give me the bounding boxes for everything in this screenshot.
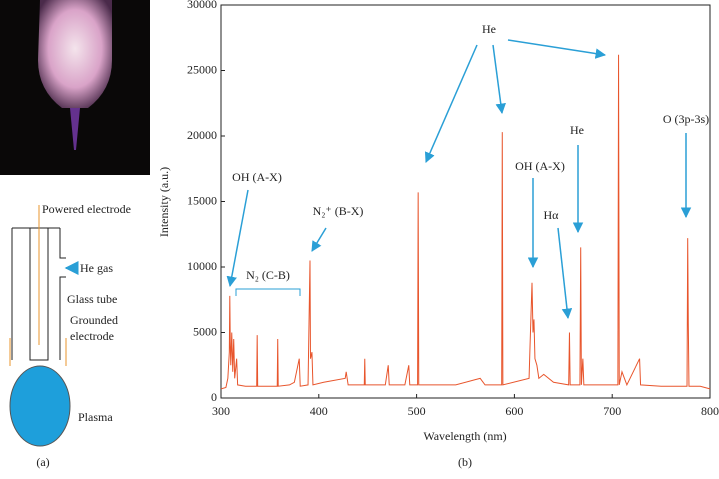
- schematic: [9, 205, 79, 447]
- schematic-label: Plasma: [78, 410, 113, 424]
- annotation: OH (A-X): [515, 159, 565, 173]
- annotation-arrow: [424, 44, 478, 163]
- panel-label: (b): [458, 455, 472, 469]
- schematic-label: Powered electrode: [42, 202, 131, 216]
- panel-label: (a): [36, 455, 49, 469]
- annotation-arrow: [226, 189, 249, 288]
- y-tick-label: 20000: [187, 128, 217, 142]
- x-tick-label: 400: [310, 404, 328, 418]
- annotation-arrow: [507, 39, 607, 59]
- y-tick-label: 0: [211, 390, 217, 404]
- y-tick-label: 10000: [187, 259, 217, 273]
- annotation: Hα: [544, 208, 560, 222]
- x-tick-label: 700: [603, 404, 621, 418]
- annotation-arrow: [557, 227, 573, 320]
- y-tick-label: 25000: [187, 62, 217, 76]
- annotation: He: [570, 123, 584, 137]
- y-tick-label: 5000: [193, 324, 217, 338]
- annotation: N₂ (C-B): [246, 268, 290, 282]
- spectrum-line: [220, 54, 711, 390]
- x-tick-label: 300: [212, 404, 230, 418]
- annotation: OH (A-X): [232, 170, 282, 184]
- photo: [0, 0, 150, 175]
- annotation: N₂⁺ (B-X): [313, 204, 364, 218]
- schematic-label: Grounded electrode: [70, 313, 118, 343]
- y-tick-label: 30000: [187, 0, 217, 11]
- annotation: O (3p-3s): [663, 112, 709, 126]
- x-tick-label: 800: [701, 404, 719, 418]
- annotation: He: [482, 22, 496, 36]
- x-axis-label: Wavelength (nm): [423, 429, 506, 443]
- bracket: [235, 288, 301, 296]
- y-tick-label: 15000: [187, 193, 217, 207]
- x-tick-label: 500: [408, 404, 426, 418]
- schematic-label: He gas: [80, 261, 113, 275]
- annotation-arrow: [311, 227, 327, 252]
- annotation-arrow: [492, 44, 506, 115]
- x-tick-label: 600: [505, 404, 523, 418]
- schematic-label: Glass tube: [67, 292, 117, 306]
- plot-frame: [220, 4, 711, 399]
- y-axis-label: Intensity (a.u.): [157, 167, 171, 237]
